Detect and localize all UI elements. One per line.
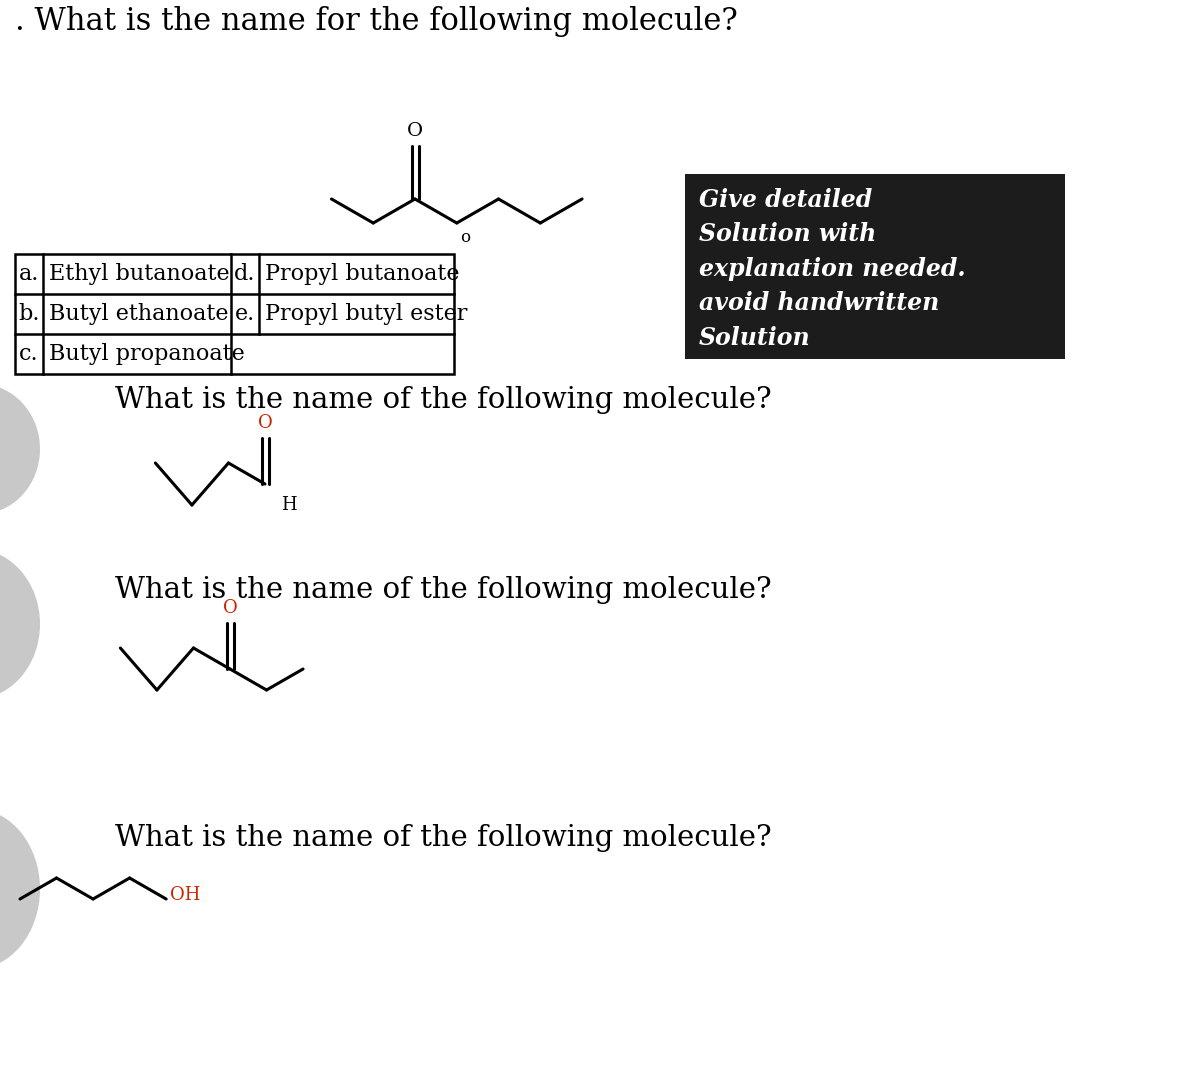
Text: Butyl propanoate: Butyl propanoate (49, 343, 245, 365)
Ellipse shape (0, 384, 40, 514)
Text: a.: a. (19, 263, 39, 285)
Text: Propyl butyl ester: Propyl butyl ester (265, 304, 468, 325)
Text: e.: e. (234, 304, 255, 325)
Text: Propyl butanoate: Propyl butanoate (265, 263, 459, 285)
Text: O: O (407, 122, 424, 140)
Text: H: H (281, 496, 296, 514)
Text: O: O (223, 598, 237, 617)
Text: Give detailed
Solution with
explanation needed.
avoid handwritten
Solution: Give detailed Solution with explanation … (699, 188, 965, 350)
Text: OH: OH (170, 886, 201, 904)
Text: Ethyl butanoate: Ethyl butanoate (49, 263, 230, 285)
Ellipse shape (0, 549, 40, 699)
Text: o: o (459, 229, 470, 246)
Bar (685, 175, 1065, 359)
Text: . What is the name for the following molecule?: . What is the name for the following mol… (15, 7, 738, 37)
Text: What is the name of the following molecule?: What is the name of the following molecu… (115, 824, 771, 852)
Text: What is the name of the following molecule?: What is the name of the following molecu… (115, 576, 771, 604)
Text: What is the name of the following molecule?: What is the name of the following molecu… (115, 386, 771, 414)
Text: b.: b. (18, 304, 39, 325)
Text: Butyl ethanoate: Butyl ethanoate (49, 304, 228, 325)
Text: d.: d. (234, 263, 256, 285)
Bar (15, 254, 455, 374)
Text: O: O (257, 414, 273, 431)
Text: c.: c. (19, 343, 39, 365)
Ellipse shape (0, 809, 40, 969)
